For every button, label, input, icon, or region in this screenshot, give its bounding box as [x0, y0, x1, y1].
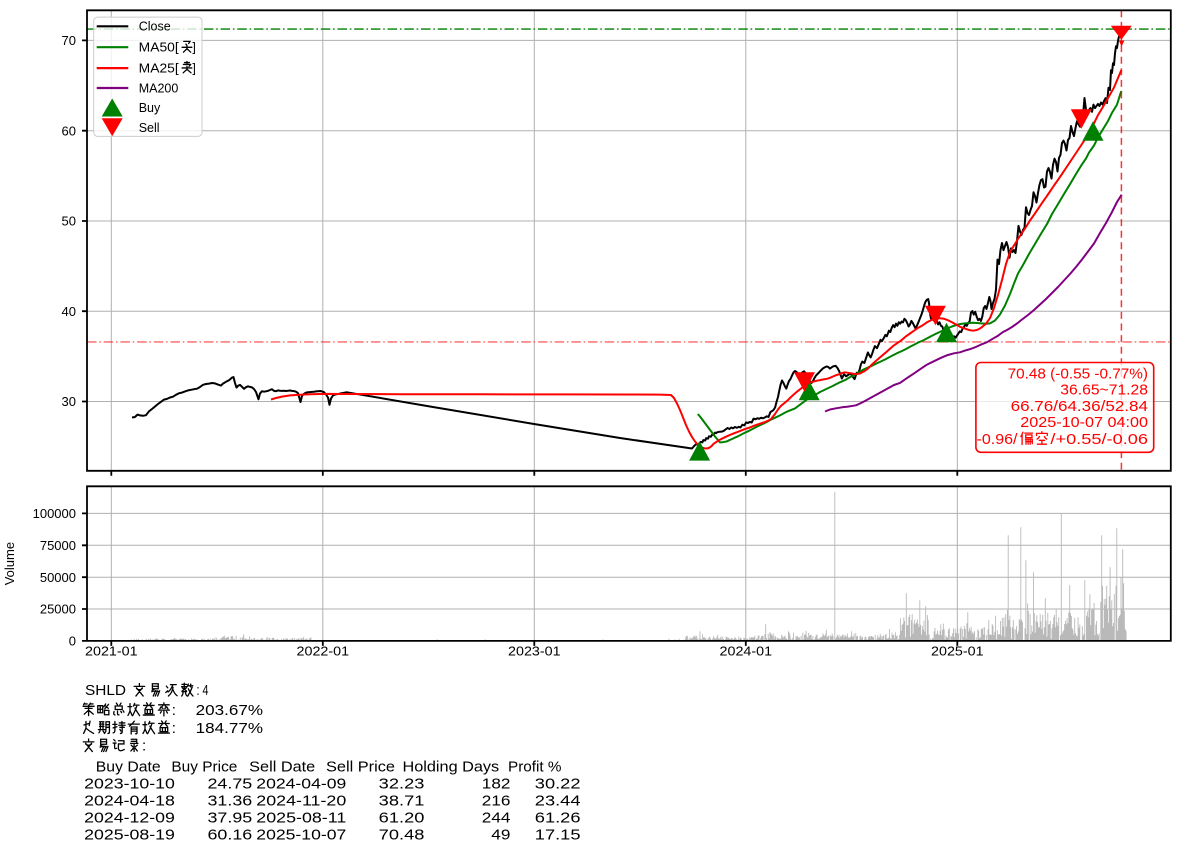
svg-text:2022-01: 2022-01	[297, 644, 350, 659]
svg-text:40: 40	[62, 304, 76, 319]
svg-text:30.22: 30.22	[535, 775, 581, 792]
svg-text:60: 60	[62, 123, 76, 138]
svg-text:70.48: 70.48	[379, 826, 425, 843]
svg-text:/+0.55/-0.06: /+0.55/-0.06	[1050, 431, 1148, 448]
svg-text:]: ]	[192, 41, 195, 55]
svg-text:Profit %: Profit %	[508, 758, 562, 775]
svg-text:50000: 50000	[40, 570, 76, 585]
svg-text:31.36: 31.36	[208, 792, 253, 809]
svg-text:MA25[: MA25[	[139, 62, 180, 76]
svg-text::: :	[172, 720, 176, 737]
svg-text:]: ]	[192, 62, 195, 76]
svg-text:: 4: : 4	[197, 682, 209, 699]
svg-text:75000: 75000	[40, 538, 76, 553]
svg-text:100000: 100000	[33, 506, 76, 521]
svg-text:0: 0	[69, 634, 76, 649]
svg-text:-0.96/: -0.96/	[977, 431, 1019, 448]
svg-text:SHLD: SHLD	[85, 682, 126, 699]
svg-text:70: 70	[62, 33, 76, 48]
svg-text:36.65~71.28: 36.65~71.28	[1060, 382, 1148, 399]
svg-text:2025-08-11: 2025-08-11	[256, 809, 346, 826]
svg-text:Volume: Volume	[2, 542, 17, 585]
svg-text:23.44: 23.44	[535, 792, 581, 809]
svg-text:61.26: 61.26	[535, 809, 581, 826]
svg-text:Buy Date: Buy Date	[96, 758, 161, 775]
svg-text:MA50[: MA50[	[139, 41, 180, 55]
svg-text:30: 30	[62, 394, 76, 409]
svg-text:2024-01: 2024-01	[720, 644, 773, 659]
svg-text:37.95: 37.95	[208, 809, 253, 826]
svg-text:182: 182	[482, 775, 511, 792]
svg-text:25000: 25000	[40, 602, 76, 617]
svg-text:216: 216	[482, 792, 511, 809]
svg-text:66.76/64.36/52.84: 66.76/64.36/52.84	[1011, 398, 1148, 415]
svg-text::: :	[142, 738, 146, 755]
svg-text:Buy Price: Buy Price	[171, 758, 237, 775]
svg-text:Close: Close	[139, 20, 171, 34]
svg-text:2025-08-19: 2025-08-19	[84, 826, 175, 843]
svg-text::: :	[172, 702, 176, 719]
svg-text:MA200: MA200	[139, 81, 179, 95]
svg-text:Sell Price: Sell Price	[326, 758, 395, 775]
svg-text:32.23: 32.23	[379, 775, 425, 792]
svg-text:2025-01: 2025-01	[931, 644, 984, 659]
svg-text:2025-10-07 04:00: 2025-10-07 04:00	[1020, 414, 1148, 431]
svg-text:2021-01: 2021-01	[85, 644, 138, 659]
svg-text:60.16: 60.16	[208, 826, 253, 843]
svg-text:203.67%: 203.67%	[196, 702, 263, 719]
svg-text:49: 49	[491, 826, 510, 843]
svg-text:38.71: 38.71	[379, 792, 425, 809]
svg-text:Holding Days: Holding Days	[403, 758, 500, 775]
svg-text:244: 244	[482, 809, 511, 826]
svg-text:2024-04-18: 2024-04-18	[84, 792, 175, 809]
svg-text:2024-12-09: 2024-12-09	[84, 809, 175, 826]
svg-text:2024-04-09: 2024-04-09	[256, 775, 346, 792]
svg-text:2023-10-10: 2023-10-10	[84, 775, 175, 792]
svg-text:70.48 (-0.55 -0.77%): 70.48 (-0.55 -0.77%)	[1008, 365, 1148, 382]
svg-text:50: 50	[62, 214, 76, 229]
svg-text:2024-11-20: 2024-11-20	[256, 792, 346, 809]
svg-text:184.77%: 184.77%	[196, 720, 263, 737]
svg-text:24.75: 24.75	[208, 775, 253, 792]
svg-text:2023-01: 2023-01	[508, 644, 561, 659]
svg-text:Buy: Buy	[139, 101, 161, 115]
svg-text:2025-10-07: 2025-10-07	[256, 826, 346, 843]
svg-text:61.20: 61.20	[379, 809, 425, 826]
svg-text:Sell: Sell	[139, 121, 160, 135]
svg-text:17.15: 17.15	[535, 826, 581, 843]
svg-text:Sell Date: Sell Date	[249, 758, 315, 775]
